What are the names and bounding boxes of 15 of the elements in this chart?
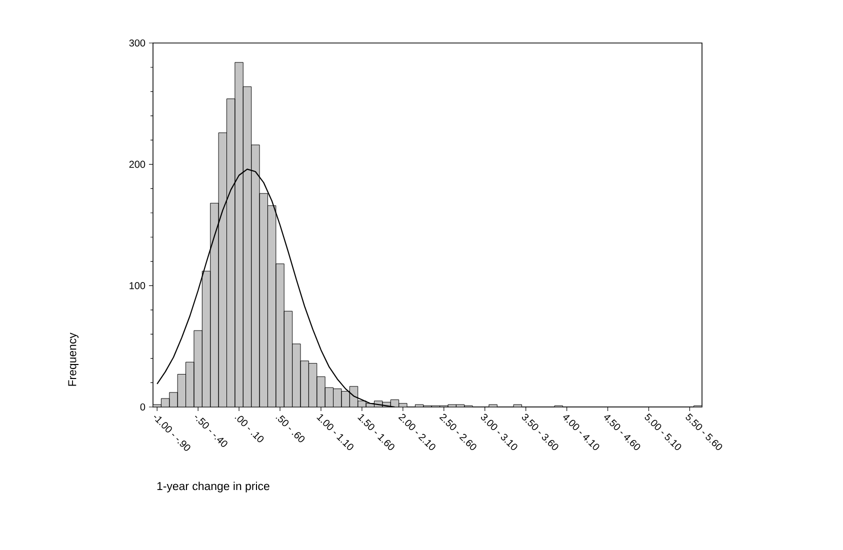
x-tick-label: 4.00 - 4.10 <box>563 415 600 450</box>
x-tick-label: 3.00 - 3.10 <box>480 414 518 450</box>
y-tick-label: 0 <box>140 403 146 411</box>
x-tick-label: .50 - .60 <box>276 415 305 442</box>
y-tick-label: 100 <box>130 282 146 290</box>
y-tick-label: 200 <box>129 160 146 168</box>
y-axis-title: Frequency <box>68 332 79 386</box>
x-tick-label: 1.00 - 1.10 <box>316 414 354 450</box>
x-tick-label: .00 - .10 <box>234 416 264 442</box>
x-tick-label: 4.50 - 4.60 <box>604 415 640 450</box>
x-tick-label: -.50 - -.40 <box>195 416 228 447</box>
x-tick-label: 3.50 - 3.60 <box>522 414 558 450</box>
x-tick-label: 1.50 - 1.60 <box>358 414 394 450</box>
x-axis-title: 1-year change in price <box>157 482 270 492</box>
y-tick-label: 300 <box>129 39 146 47</box>
